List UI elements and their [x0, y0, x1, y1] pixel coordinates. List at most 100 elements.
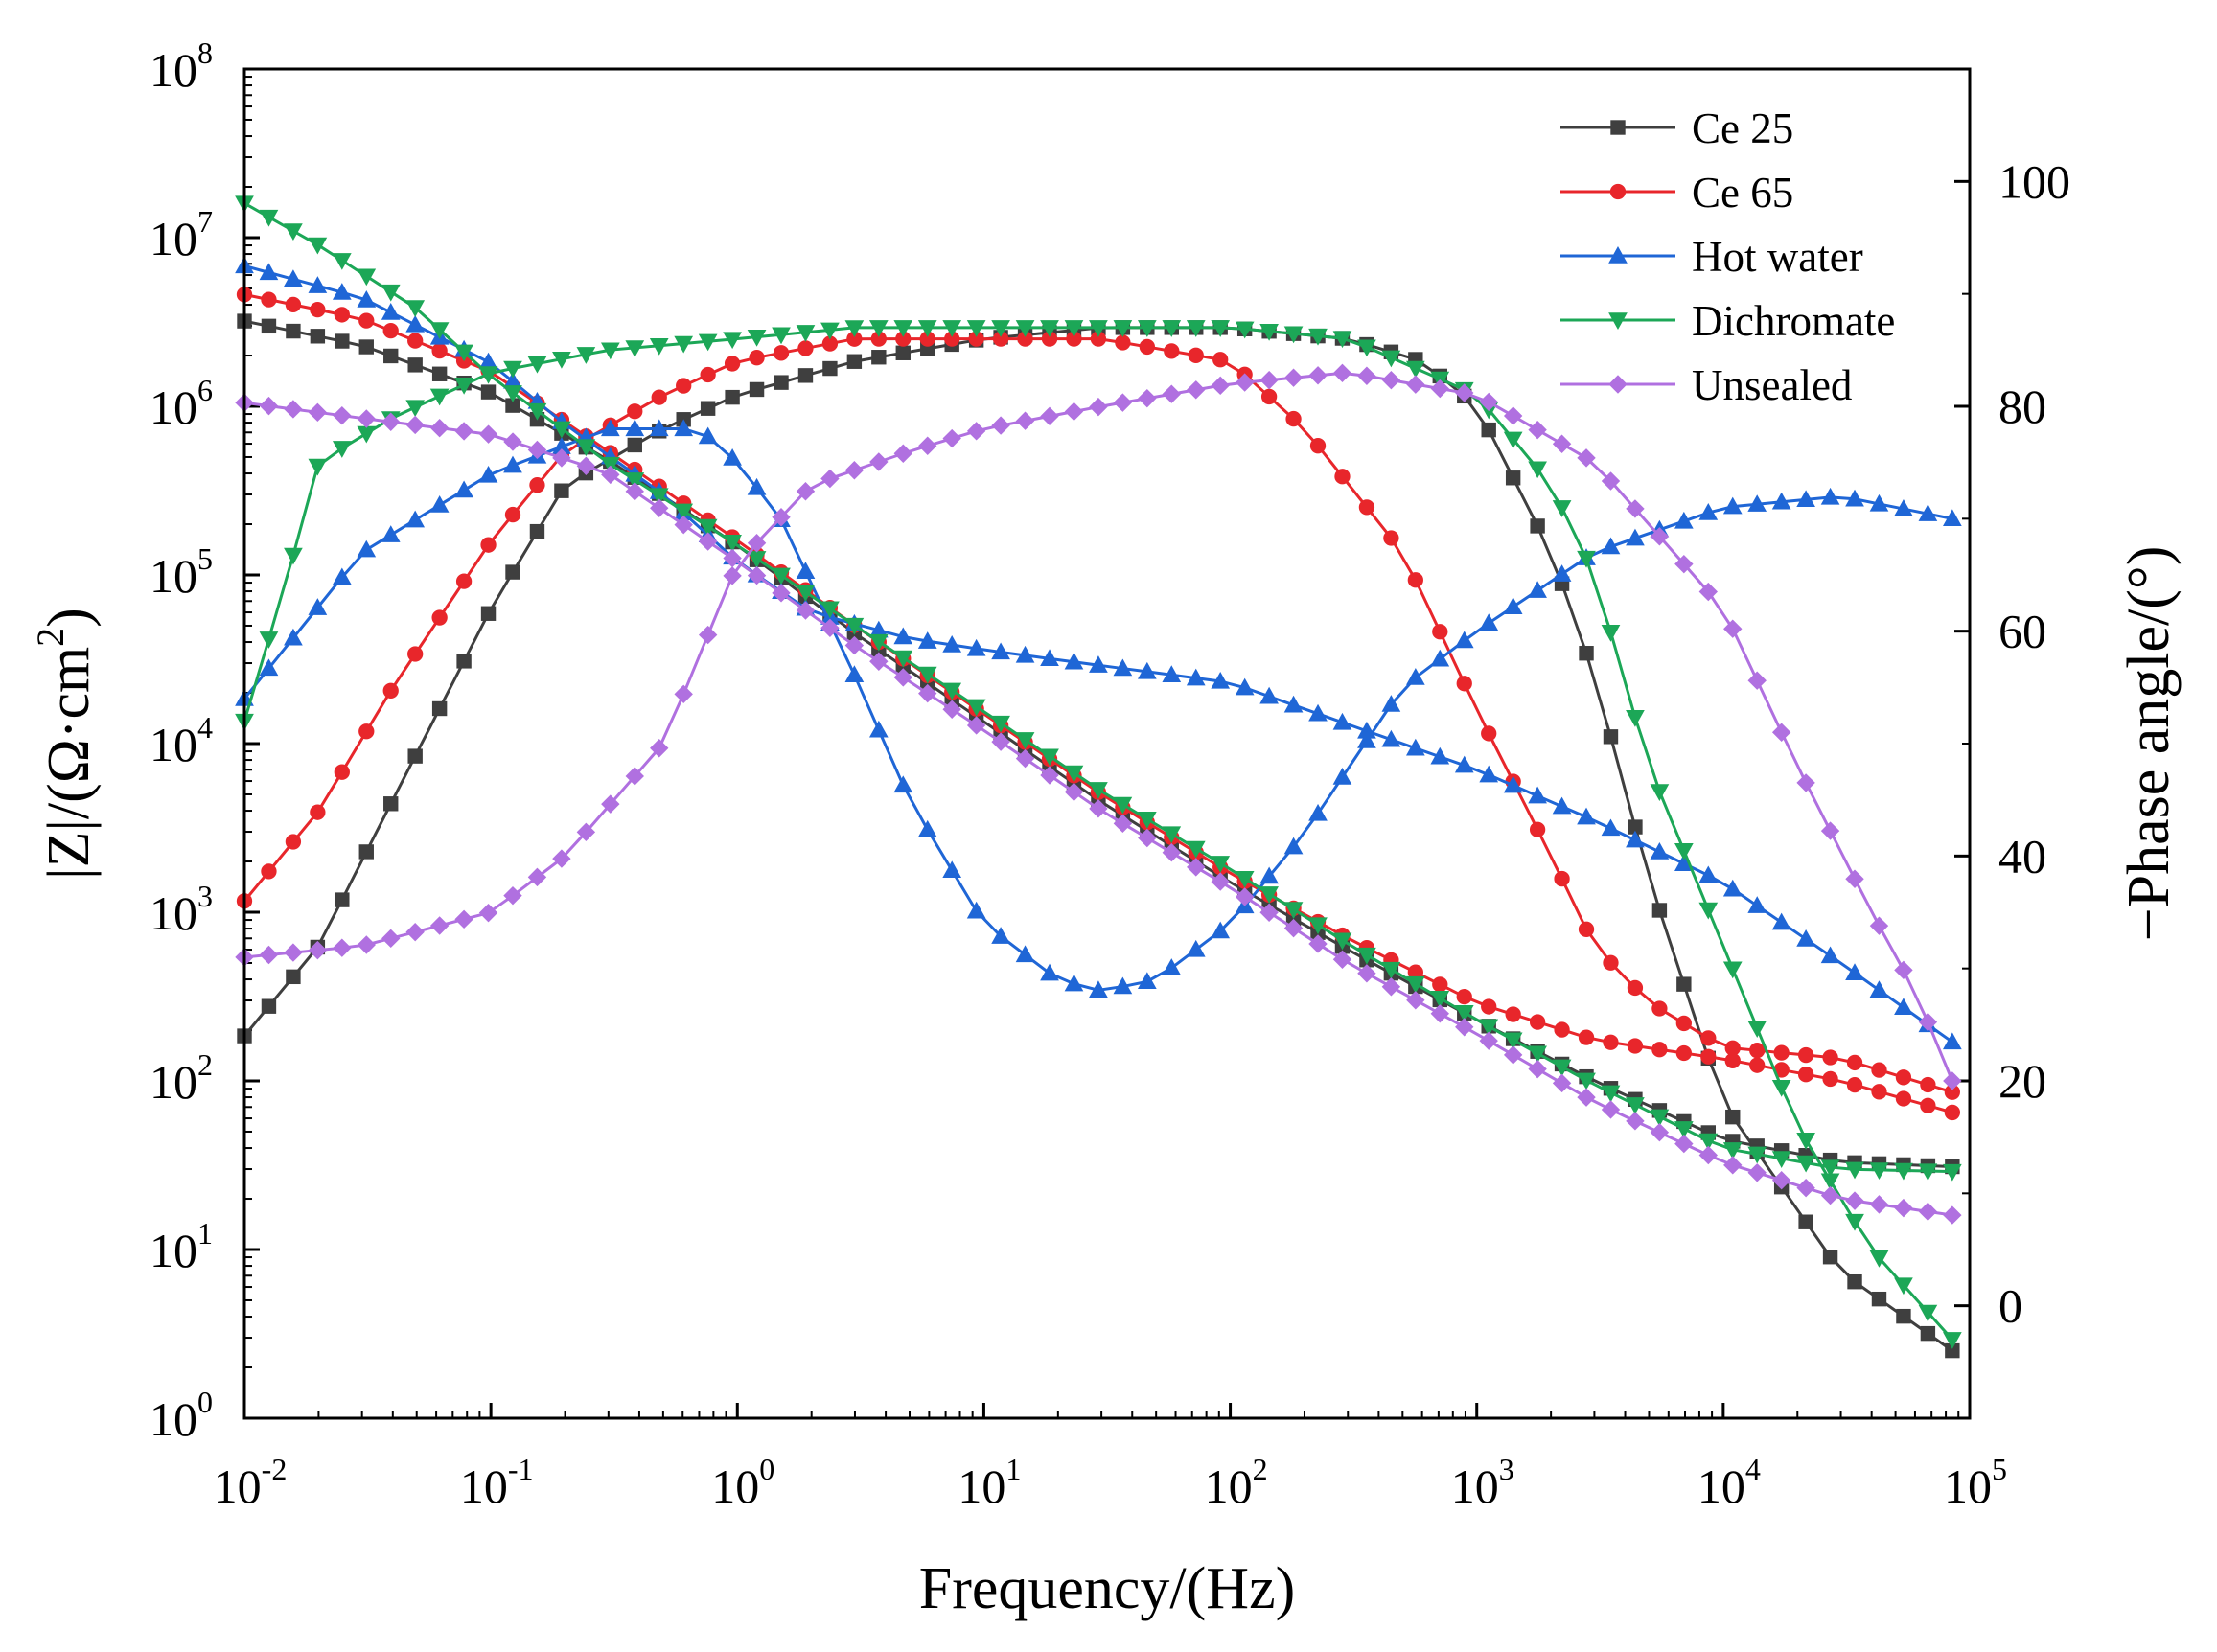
impedance-point: [1308, 934, 1328, 953]
impedance-point: [1505, 1006, 1521, 1022]
impedance-point: [1820, 946, 1840, 964]
phase-point: [917, 320, 937, 337]
phase-point: [431, 609, 448, 626]
impedance-point: [552, 421, 571, 439]
impedance-point: [772, 567, 791, 585]
impedance-point: [310, 329, 326, 344]
phase-point: [261, 998, 277, 1014]
impedance-point: [1529, 1014, 1546, 1030]
impedance-point: [1943, 1032, 1962, 1050]
impedance-point: [1332, 932, 1352, 951]
phase-point: [284, 628, 303, 646]
impedance-point: [1528, 786, 1547, 804]
phase-point: [893, 444, 912, 463]
impedance-point: [1430, 746, 1450, 765]
y-left-tick-label: 104: [150, 710, 213, 771]
phase-point: [991, 927, 1010, 944]
phase-point: [529, 477, 545, 493]
legend-marker: [1608, 312, 1628, 331]
impedance-point: [1283, 918, 1304, 938]
phase-point: [333, 938, 352, 957]
impedance-point: [1064, 765, 1084, 783]
phase-point: [966, 901, 986, 919]
impedance-point: [1454, 1004, 1474, 1022]
phase-point: [797, 340, 814, 356]
impedance-point: [991, 732, 1010, 751]
phase-point: [1162, 958, 1182, 975]
phase-point: [1626, 528, 1645, 546]
phase-point: [1603, 729, 1619, 745]
phase-point: [1820, 821, 1840, 840]
impedance-point: [1479, 1031, 1498, 1050]
impedance-point: [284, 400, 303, 419]
phase-point: [1651, 1000, 1668, 1017]
impedance-point: [1015, 748, 1035, 769]
phase-point: [1894, 960, 1913, 980]
phase-point: [259, 945, 279, 965]
impedance-point: [429, 322, 450, 339]
phase-point: [600, 419, 620, 437]
phase-point: [1869, 493, 1889, 512]
phase-point: [649, 338, 669, 356]
phase-point: [844, 461, 865, 480]
impedance-point: [1089, 655, 1108, 673]
phase-point: [1383, 530, 1399, 546]
phase-point: [1211, 921, 1231, 939]
phase-point: [868, 320, 889, 337]
impedance-point: [1211, 872, 1230, 891]
phase-point: [1503, 597, 1523, 614]
phase-point: [649, 419, 669, 437]
impedance-point: [1747, 1163, 1767, 1182]
phase-point: [1918, 1304, 1938, 1322]
y-left-tick-label: 106: [150, 373, 213, 434]
impedance-point: [1771, 1171, 1791, 1190]
impedance-point: [1796, 1178, 1815, 1198]
phase-point: [1797, 1046, 1814, 1064]
phase-point: [1406, 375, 1425, 394]
impedance-point: [1722, 1142, 1743, 1159]
phase-point: [1943, 1071, 1962, 1090]
phase-point: [1626, 710, 1645, 727]
phase-point: [334, 764, 350, 780]
impedance-point: [1211, 671, 1231, 689]
impedance-point: [1577, 807, 1596, 825]
phase-point: [382, 682, 399, 699]
impedance-point: [698, 532, 718, 551]
phase-point: [576, 822, 596, 842]
impedance-point: [1554, 1021, 1570, 1038]
phase-point: [1357, 366, 1376, 385]
phase-point: [1552, 434, 1572, 453]
series-ce-25: [237, 313, 1960, 1359]
impedance-point: [674, 515, 693, 535]
phase-point: [1456, 676, 1472, 692]
phase-point: [1846, 1054, 1863, 1071]
impedance-point: [942, 635, 962, 653]
impedance-point: [1723, 1156, 1743, 1175]
phase-point: [1308, 366, 1328, 385]
legend-item: Ce 25: [1560, 104, 1793, 152]
phase-point: [1334, 469, 1351, 485]
impedance-point: [1796, 1155, 1815, 1173]
impedance-point: [357, 290, 377, 308]
tick-labels: 10-2 10-1 100 101 102 103 104 105 100 101 102 103 10…: [150, 35, 2070, 1513]
impedance-point: [332, 283, 352, 300]
phase-point: [454, 377, 473, 395]
phase-point: [650, 739, 669, 758]
legend-item: Ce 65: [1560, 169, 1793, 217]
phase-point: [1432, 624, 1448, 640]
phase-point: [455, 573, 473, 589]
impedance-point: [382, 322, 399, 339]
phase-point: [1481, 422, 1496, 438]
phase-point: [724, 356, 741, 372]
phase-point: [772, 508, 791, 527]
phase-point: [308, 458, 328, 476]
impedance-point: [429, 418, 450, 438]
phase-point: [1798, 1214, 1813, 1229]
impedance-point: [625, 472, 645, 490]
phase-point: [1259, 866, 1279, 884]
phase-point: [871, 350, 887, 365]
phase-point: [747, 329, 767, 347]
phase-point: [1015, 945, 1035, 963]
phase-point: [1308, 328, 1328, 346]
impedance-point: [844, 635, 865, 655]
